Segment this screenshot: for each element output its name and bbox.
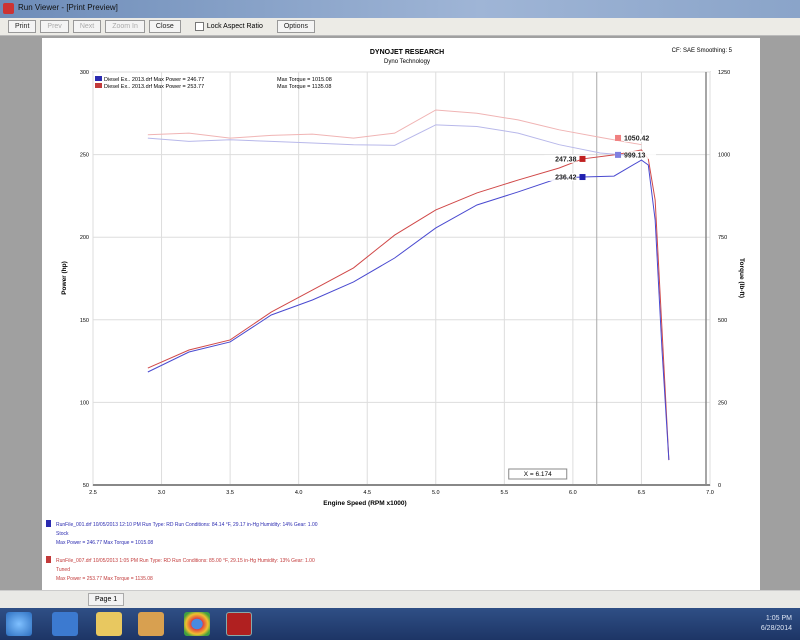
run-note: Tuned bbox=[56, 567, 70, 573]
chart-company: DYNOJET RESEARCH bbox=[370, 49, 444, 56]
data-marker bbox=[615, 134, 622, 141]
marker-label-bg bbox=[624, 150, 657, 159]
marker-label: 1050.42 bbox=[624, 135, 649, 142]
legend-swatch bbox=[95, 83, 102, 88]
x-tick-label: 6.5 bbox=[638, 490, 646, 496]
y-tick-label: 300 bbox=[80, 70, 89, 76]
toolbar: Print Prev Next Zoom In Close Lock Aspec… bbox=[0, 18, 800, 36]
power-curve bbox=[147, 149, 670, 461]
page-tab[interactable]: Page 1 bbox=[88, 593, 125, 606]
close-button[interactable]: Close bbox=[148, 20, 181, 33]
torque-curve bbox=[147, 124, 642, 157]
taskbar: 1:05 PM 6/28/2014 bbox=[0, 608, 800, 640]
prev-button[interactable]: Prev bbox=[40, 20, 69, 33]
y2-axis-label: Torque (lb-ft) bbox=[738, 258, 745, 298]
power-curve bbox=[147, 159, 670, 461]
y2-tick-label: 250 bbox=[718, 400, 727, 406]
y-axis-label: Power (hp) bbox=[61, 261, 68, 295]
y-tick-label: 50 bbox=[83, 483, 89, 489]
run-swatch bbox=[46, 520, 51, 527]
marker-label-bg bbox=[624, 133, 657, 142]
legend-entry: Diesel Ex.. 2013.drf Max Power = 246.77 bbox=[104, 77, 204, 83]
print-page: DYNOJET RESEARCH Dyno Technology CF: SAE… bbox=[42, 38, 760, 590]
torque-curve bbox=[147, 109, 642, 146]
status-bar: Page 1 bbox=[0, 590, 800, 608]
data-marker bbox=[579, 155, 586, 162]
y-tick-label: 200 bbox=[80, 235, 89, 241]
title-bar: Run Viewer - [Print Preview] bbox=[0, 0, 800, 18]
y2-tick-label: 500 bbox=[718, 318, 727, 324]
dyno-app-icon[interactable] bbox=[226, 612, 252, 636]
x-tick-label: 5.0 bbox=[432, 490, 440, 496]
next-button[interactable]: Next bbox=[72, 20, 102, 33]
plot-area bbox=[92, 71, 711, 486]
clock[interactable]: 1:05 PM 6/28/2014 bbox=[760, 615, 792, 632]
explorer-icon[interactable] bbox=[96, 612, 122, 636]
cursor-box bbox=[508, 468, 568, 480]
data-marker bbox=[579, 174, 586, 181]
x-tick-label: 4.0 bbox=[295, 490, 303, 496]
data-marker bbox=[615, 151, 622, 158]
chrome-icon[interactable] bbox=[184, 612, 210, 636]
media-icon[interactable] bbox=[138, 612, 164, 636]
x-tick-label: 7.0 bbox=[706, 490, 714, 496]
run-note: RunFile_007.drf 10/05/2013 1:05 PM Run T… bbox=[56, 558, 315, 564]
run-swatch bbox=[46, 556, 51, 563]
chart-subtitle: Dyno Technology bbox=[384, 59, 430, 65]
start-button[interactable] bbox=[6, 612, 32, 636]
y2-tick-label: 750 bbox=[718, 235, 727, 241]
legend-swatch bbox=[95, 76, 102, 81]
x-tick-label: 6.0 bbox=[569, 490, 577, 496]
window-title: Run Viewer - [Print Preview] bbox=[18, 3, 118, 12]
lock-aspect-label: Lock Aspect Ratio bbox=[206, 23, 263, 30]
y2-tick-label: 1250 bbox=[718, 70, 730, 76]
dyno-chart: DYNOJET RESEARCH Dyno Technology CF: SAE… bbox=[46, 48, 745, 582]
legend-entry: Diesel Ex.. 2013.drf Max Power = 253.77 bbox=[104, 84, 204, 90]
y-tick-label: 150 bbox=[80, 318, 89, 324]
x-axis-label: Engine Speed (RPM x1000) bbox=[323, 500, 406, 507]
run-note: Stock bbox=[56, 531, 69, 537]
run-note: RunFile_001.drf 10/05/2013 12:10 PM Run … bbox=[56, 522, 318, 528]
run-note: Max Power = 253.77 Max Torque = 1135.08 bbox=[56, 576, 153, 582]
x-tick-label: 3.0 bbox=[158, 490, 166, 496]
x-tick-label: 5.5 bbox=[501, 490, 509, 496]
x-tick-label: 3.5 bbox=[226, 490, 234, 496]
options-button[interactable]: Options bbox=[276, 20, 315, 33]
x-tick-label: 4.5 bbox=[363, 490, 371, 496]
run-note: Max Power = 246.77 Max Torque = 1015.08 bbox=[56, 540, 153, 546]
legend-entry-torque: Max Torque = 1015.08 bbox=[277, 77, 332, 83]
y2-tick-label: 1000 bbox=[718, 153, 730, 159]
marker-label: 247.38 bbox=[555, 156, 577, 163]
x-tick-label: 2.5 bbox=[89, 490, 97, 496]
checkbox-icon[interactable] bbox=[194, 22, 204, 31]
app-icon bbox=[3, 3, 14, 14]
legend-box: Diesel Ex.. 2013.drf Max Power = 246.77 … bbox=[95, 76, 332, 90]
cursor-label: X = 6.174 bbox=[524, 471, 552, 478]
legend-entry-torque: Max Torque = 1135.08 bbox=[277, 84, 331, 90]
print-button[interactable]: Print bbox=[8, 20, 37, 33]
marker-label-bg bbox=[544, 173, 577, 182]
marker-label: 236.42 bbox=[555, 175, 577, 182]
marker-label-bg bbox=[544, 154, 577, 163]
ie-icon[interactable] bbox=[52, 612, 78, 636]
chart-note: CF: SAE Smoothing: 5 bbox=[672, 48, 733, 54]
lock-aspect-checkbox[interactable]: Lock Aspect Ratio bbox=[185, 20, 273, 33]
marker-label: 999.13 bbox=[624, 152, 646, 159]
zoom-in-button[interactable]: Zoom In bbox=[105, 20, 145, 33]
y-tick-label: 100 bbox=[80, 400, 89, 406]
y-tick-label: 250 bbox=[80, 153, 89, 159]
y2-tick-label: 0 bbox=[718, 483, 721, 489]
